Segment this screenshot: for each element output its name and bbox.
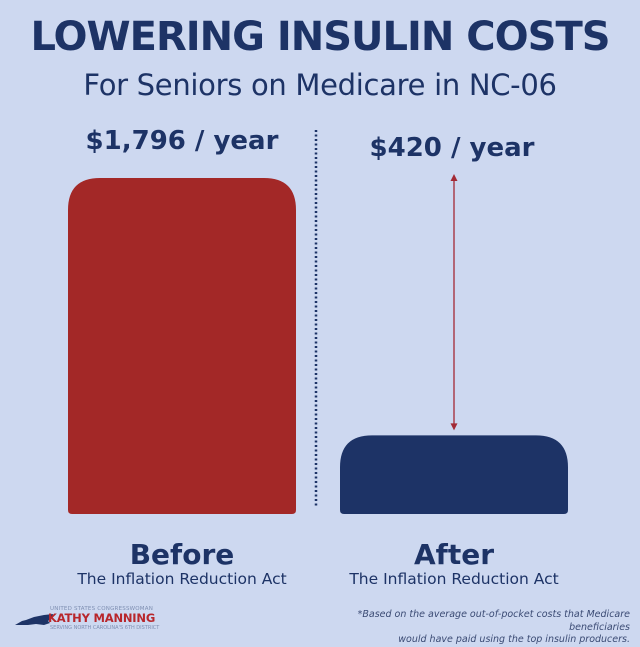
north-carolina-map-icon	[15, 614, 53, 625]
category-label-after: After	[413, 538, 495, 571]
category-sublabel-after: The Inflation Reduction Act	[349, 570, 559, 588]
logo-top-line: UNITED STATES CONGRESSWOMAN	[50, 606, 154, 612]
value-label-before: $1,796 / year	[85, 126, 279, 156]
bar-after	[340, 435, 568, 514]
footnote: *Based on the average out-of-pocket cost…	[300, 609, 630, 647]
category-label-before: Before	[129, 538, 235, 571]
page-title: LOWERING INSULIN COSTS	[30, 14, 610, 60]
category-sublabel-before: The Inflation Reduction Act	[77, 570, 287, 588]
footnote-line-1: *Based on the average out-of-pocket cost…	[357, 609, 630, 633]
value-label-after: $420 / year	[369, 133, 535, 163]
footnote-line-2: would have paid using the top insulin pr…	[398, 634, 630, 645]
logo-name: KATHY MANNING	[48, 611, 156, 625]
page-subtitle: For Seniors on Medicare in NC-06	[83, 68, 557, 102]
congresswoman-logo: UNITED STATES CONGRESSWOMAN KATHY MANNIN…	[14, 606, 164, 636]
bar-before	[68, 178, 296, 514]
reduction-arrow-icon	[450, 174, 458, 431]
logo-bottom-line: SERVING NORTH CAROLINA'S 6TH DISTRICT	[50, 625, 160, 631]
